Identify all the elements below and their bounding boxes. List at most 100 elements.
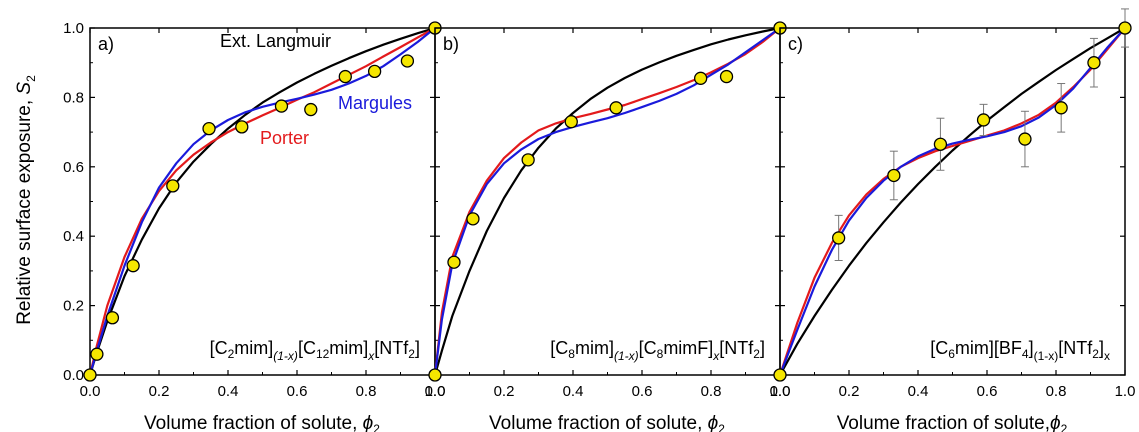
formula-b-6: 8 — [657, 347, 664, 361]
data-point — [976, 113, 991, 127]
panel-2: 0.0 0.2 0.4 0.6 0.8 1.0 b) — [425, 21, 791, 400]
x-axis-title-b: Volume fraction of solute, ϕ2 — [489, 413, 725, 432]
x-tick-label: 0.2 — [839, 383, 860, 400]
formula-c-3: mim][BF — [955, 338, 1022, 358]
formula-a-6: 12 — [316, 347, 330, 361]
data-point — [447, 255, 461, 269]
x-tick-label: 0.6 — [632, 383, 653, 400]
data-point — [694, 71, 708, 85]
data-point — [719, 69, 734, 84]
x-tick-label: 1.0 — [425, 383, 446, 400]
formula-b-9: [NTf — [719, 338, 754, 358]
x-tick-label: 0.8 — [1046, 383, 1067, 400]
data-point — [105, 311, 120, 325]
curve-porter — [88, 27, 436, 376]
x-tick-label: 0.6 — [287, 383, 308, 400]
annotation-margules: Margules — [338, 93, 412, 113]
formula-c-2: 6 — [948, 347, 955, 361]
y-axis-title-prefix: Relative surface exposure, — [14, 95, 35, 325]
formula-a-2: 2 — [228, 347, 235, 361]
formula-c-4: 4 — [1022, 347, 1029, 361]
panels: 0.0 0.2 0.4 0.6 0.8 1.00.00.20.40.60.81.0a)0.… — [63, 8, 1136, 400]
data-point — [933, 137, 948, 151]
x-axis-title-c-prefix: Volume fraction of solute, — [837, 413, 1050, 432]
x-axis-title-a-subscript: 2 — [373, 422, 380, 432]
y-tick-label: 1.0 — [63, 20, 84, 37]
formula-c-6: (1-x) — [1034, 349, 1059, 363]
formula-b-2: 8 — [568, 347, 575, 361]
data-point — [83, 368, 97, 382]
formula-c-9: ] — [1099, 338, 1104, 358]
formula-a-10: 2 — [408, 347, 415, 361]
x-tick-label: 0.6 — [977, 383, 998, 400]
plot-frame — [779, 27, 1126, 376]
curve-porter — [778, 27, 1126, 376]
formula-a-5: [C — [298, 338, 316, 358]
formula-b-4: (1-x) — [614, 349, 639, 363]
y-axis-title-subscript: 2 — [24, 75, 38, 82]
formula-b-5: [C — [639, 338, 657, 358]
x-tick-label: 1.0 — [770, 383, 791, 400]
formula-a-1: [C — [210, 338, 228, 358]
formula-c-7: [NTf — [1058, 338, 1093, 358]
data-point — [521, 153, 535, 167]
x-axis-title-b-symbol: ϕ — [708, 413, 719, 432]
y-axis-title: Relative surface exposure, S2 — [14, 75, 38, 325]
x-axis-title-c-subscript: 2 — [1061, 422, 1068, 432]
annotation-porter: Porter — [260, 128, 309, 148]
y-tick-label: 0.6 — [63, 159, 84, 176]
panel-label: c) — [788, 34, 803, 54]
x-tick-label: 1.0 — [1115, 383, 1136, 400]
formula-b-11: ] — [760, 338, 765, 358]
data-point — [367, 64, 382, 79]
formula-a-3: mim] — [234, 338, 273, 358]
formula-c: [C6mim][BF4](1-x)[NTf2]x — [930, 338, 1110, 363]
data-point — [274, 99, 289, 113]
y-axis-title-symbol: S — [14, 82, 35, 95]
data-point — [466, 212, 480, 226]
formula-b: [C8mim](1-x)[C8mimF]x[NTf2] — [550, 338, 765, 363]
panel-label: b) — [443, 34, 459, 54]
formula-c-8: 2 — [1092, 347, 1099, 361]
x-axis-title-a-symbol: ϕ — [363, 413, 374, 432]
x-tick-label: 0.8 — [356, 383, 377, 400]
data-point — [338, 69, 352, 84]
plot-frame — [89, 27, 436, 376]
panel-label: a) — [98, 34, 114, 54]
panel-3: 0.0 0.2 0.4 0.6 0.8 1.0 c) — [770, 8, 1136, 400]
data-point — [126, 259, 140, 273]
curve-porter — [433, 27, 781, 376]
x-axis-title-b-prefix: Volume fraction of solute, — [489, 413, 708, 432]
x-tick-label: 0.4 — [908, 383, 929, 400]
data-point — [1087, 56, 1101, 70]
data-point — [773, 368, 787, 382]
curve-ext-langmuir — [433, 26, 781, 376]
data-point — [166, 179, 180, 193]
y-tick-label: 0.4 — [63, 228, 84, 245]
y-tick-label: 0.0 — [63, 367, 84, 384]
formula-a-8: x — [367, 349, 375, 363]
annotation-ext-langmuir: Ext. Langmuir — [220, 31, 331, 51]
x-axis-title-a-prefix: Volume fraction of solute, — [144, 413, 363, 432]
x-axis-title-b-subscript: 2 — [718, 422, 725, 432]
data-point — [887, 168, 901, 183]
curve-ext-langmuir — [88, 26, 436, 376]
formula-a-11: ] — [415, 338, 420, 358]
data-point — [400, 54, 415, 68]
formula-a-4: (1-x) — [273, 349, 298, 363]
x-tick-label: 0.4 — [563, 383, 584, 400]
x-tick-label: 0.0 — [80, 383, 101, 400]
x-tick-label: 0.0 — [770, 383, 791, 400]
data-point — [90, 347, 104, 361]
x-tick-label: 0.4 — [218, 383, 239, 400]
x-tick-label: 0.8 — [701, 383, 722, 400]
formula-b-3: mim] — [575, 338, 614, 358]
curve-ext-langmuir — [779, 27, 1126, 376]
y-tick-label: 0.8 — [63, 89, 84, 106]
data-point — [564, 115, 578, 129]
data-point — [304, 102, 318, 117]
curve-margules — [433, 27, 781, 376]
data-point — [428, 368, 442, 382]
panel-1: 0.0 0.2 0.4 0.6 0.8 1.00.00.20.40.60.81.0a) — [63, 20, 445, 400]
